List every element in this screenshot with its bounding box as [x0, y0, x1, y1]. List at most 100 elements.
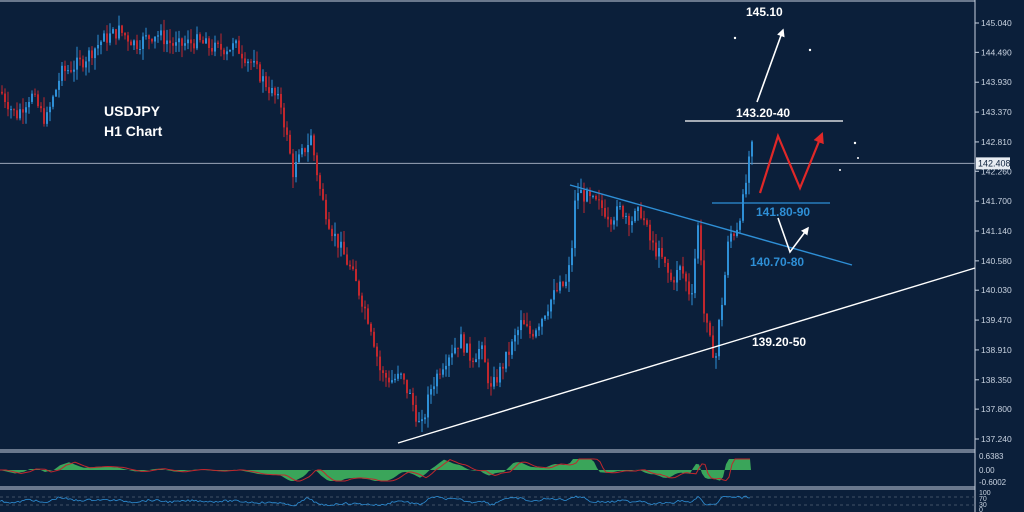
candle-body — [253, 60, 255, 63]
candle-body — [334, 233, 336, 237]
lower-support-label: 140.70-80 — [750, 255, 804, 269]
candle-body — [133, 40, 135, 46]
candle-body — [109, 33, 111, 43]
candle-body — [214, 42, 216, 52]
candle-body — [118, 25, 120, 39]
target-arrow — [756, 28, 785, 103]
candle-body — [433, 386, 435, 390]
candle-body — [178, 38, 180, 43]
candle-body — [703, 260, 705, 314]
current-price-marker: 142.408 — [0, 157, 1011, 170]
chart-title: USDJPY H1 Chart — [104, 103, 163, 139]
candle-body — [700, 225, 702, 261]
candle-body — [220, 43, 222, 50]
candle-body — [517, 330, 519, 336]
candle-body — [1, 91, 3, 94]
candle-body — [400, 373, 402, 375]
candle-body — [130, 41, 132, 46]
candle-body — [727, 241, 729, 276]
candle-body — [379, 356, 381, 371]
candle-body — [454, 347, 456, 354]
price-tick-label: 141.700 — [981, 196, 1012, 206]
candle-body — [19, 109, 21, 119]
candle-body — [688, 281, 690, 295]
candle-body — [40, 106, 42, 109]
candle-body — [100, 41, 102, 45]
rsi-tick-0: 0 — [979, 507, 983, 512]
candle-body — [289, 134, 291, 154]
candle-body — [358, 281, 360, 296]
candle-body — [739, 220, 741, 230]
candle-body — [136, 40, 138, 50]
candle-body — [589, 190, 591, 197]
candle-body — [124, 32, 126, 36]
osc-tick-top: 0.6383 — [979, 452, 1004, 461]
candle-body — [13, 109, 15, 111]
candle-body — [196, 34, 198, 49]
candle-body — [415, 404, 417, 422]
candle-body — [592, 195, 594, 197]
candle-body — [385, 372, 387, 378]
candle-body — [607, 216, 609, 220]
candle-body — [250, 61, 252, 63]
candle-body — [529, 325, 531, 334]
candle-body — [613, 220, 615, 225]
candle-body — [331, 228, 333, 237]
candle-body — [151, 38, 153, 42]
candle-body — [25, 107, 27, 113]
rsi-tick-70: 70 — [979, 496, 987, 503]
rsi-panel: 100 70 30 0 — [0, 490, 991, 512]
candle-body — [595, 195, 597, 200]
candle-body — [52, 96, 54, 107]
candle-body — [145, 35, 147, 37]
candle-body — [658, 248, 660, 257]
price-tick-label: 140.030 — [981, 285, 1012, 295]
candle-body — [121, 25, 123, 33]
candle-body — [280, 93, 282, 108]
candle-body — [319, 175, 321, 189]
descending-resistance-line — [569, 184, 853, 266]
candle-body — [166, 40, 168, 45]
candle-body — [568, 265, 570, 282]
annotations: 145.10 143.20-40 141.80-90 140.70-80 139… — [736, 5, 810, 349]
candle-body — [31, 93, 33, 102]
candle-body — [733, 233, 735, 236]
price-tick-label: 137.800 — [981, 404, 1012, 414]
candle-body — [229, 49, 231, 52]
candle-body — [49, 106, 51, 113]
candle-body — [271, 87, 273, 94]
candle-body — [58, 80, 60, 90]
candle-body — [73, 69, 75, 72]
candle-body — [187, 39, 189, 44]
candle-body — [277, 93, 279, 96]
trend-lines — [397, 120, 976, 444]
candle-body — [712, 335, 714, 358]
candle-body — [472, 360, 474, 363]
candle-body — [409, 392, 411, 394]
candle-body — [682, 266, 684, 274]
candle-body — [496, 377, 498, 383]
candle-body — [43, 108, 45, 124]
candle-body — [421, 419, 423, 422]
candle-body — [418, 421, 420, 423]
candle-body — [469, 343, 471, 361]
candle-body — [364, 306, 366, 309]
candle-body — [343, 241, 345, 255]
candle-body — [205, 38, 207, 44]
candle-body — [586, 190, 588, 202]
candle-body — [328, 219, 330, 229]
candle-body — [244, 58, 246, 64]
candle-body — [664, 256, 666, 263]
candle-body — [718, 319, 720, 357]
candle-body — [139, 49, 141, 51]
candle-body — [184, 43, 186, 46]
candle-body — [94, 48, 96, 59]
candle-body — [115, 29, 117, 39]
rsi-tick-30: 30 — [979, 502, 987, 509]
candle-body — [361, 295, 363, 307]
projection-arrows — [756, 28, 824, 254]
candle-body — [601, 200, 603, 208]
target-label: 145.10 — [746, 5, 783, 19]
trendline-support-label: 139.20-50 — [752, 335, 806, 349]
